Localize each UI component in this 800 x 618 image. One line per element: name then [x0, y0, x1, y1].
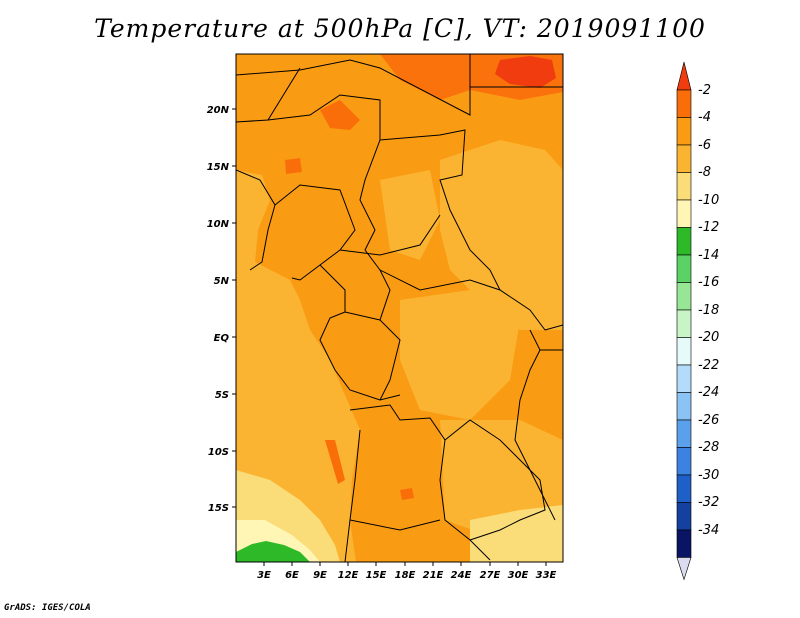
colorbar-box — [676, 502, 692, 531]
colorbar-top-triangle — [676, 61, 692, 91]
colorbar-box — [676, 144, 692, 173]
lon-label-27e: 27E — [480, 570, 501, 581]
colorbar-box — [676, 447, 692, 476]
map-title: Temperature at 500hPa [C], VT: 201909110… — [94, 14, 706, 43]
country-borders — [236, 54, 563, 562]
band-minus8-west — [236, 170, 360, 562]
colorbar-label: -6 — [698, 138, 711, 153]
colorbar-label: -28 — [698, 440, 719, 455]
colorbar-box — [676, 364, 692, 393]
colorbar-box — [676, 392, 692, 421]
colorbar-label: -26 — [698, 413, 719, 428]
latitude-axis: 20N 15N 10N 5N EQ 5S 10S 15S — [207, 105, 236, 514]
band-minus14-sw — [236, 541, 310, 562]
colorbar-label: -24 — [698, 385, 719, 400]
colorbar-box — [676, 117, 692, 146]
colorbar-box — [676, 309, 692, 338]
lon-label-24e: 24E — [451, 570, 472, 581]
lon-label-21e: 21E — [423, 570, 444, 581]
colorbar-box — [676, 337, 692, 366]
colorbar-labels: -2 -4 -6 -8 -10 -12 -14 -16 -18 -20 -22 … — [698, 83, 719, 538]
colorbar-label: -4 — [698, 110, 711, 125]
lat-label-5s: 5S — [215, 390, 229, 401]
colorbar-box — [676, 474, 692, 503]
colorbar-label: -8 — [698, 165, 711, 180]
grads-credit: GrADS: IGES/COLA — [4, 603, 91, 613]
lat-label-20n: 20N — [207, 105, 230, 116]
lon-label-15e: 15E — [366, 570, 387, 581]
colorbar-label: -32 — [698, 495, 719, 510]
lat-label-10s: 10S — [208, 447, 229, 458]
longitude-axis: 3E 6E 9E 12E 15E 18E 21E 24E 27E 30E 33E — [257, 562, 557, 581]
colorbar-box — [676, 199, 692, 228]
colorbar-box — [676, 227, 692, 256]
colorbar-box — [676, 89, 692, 118]
colorbar-label: -34 — [698, 523, 719, 538]
colorbar-label: -22 — [698, 358, 719, 373]
colorbar-box — [676, 282, 692, 311]
map-frame — [235, 53, 564, 563]
lon-label-30e: 30E — [508, 570, 529, 581]
colorbar-bottom-triangle — [676, 557, 692, 581]
colorbar-label: -12 — [698, 220, 719, 235]
band-minus2-ne — [495, 56, 556, 88]
lat-label-15n: 15N — [207, 162, 230, 173]
colorbar-label: -10 — [698, 193, 719, 208]
colorbar-box — [676, 529, 692, 558]
colorbar-label: -14 — [698, 248, 719, 263]
lon-label-12e: 12E — [338, 570, 359, 581]
lat-label-5n: 5N — [214, 276, 230, 287]
colorbar-box — [676, 254, 692, 283]
colorbar-label: -18 — [698, 303, 719, 318]
colorbar-label: -20 — [698, 330, 719, 345]
colorbar-label: -2 — [698, 83, 711, 98]
lat-label-10n: 10N — [207, 219, 230, 230]
colorbar-label: -30 — [698, 468, 719, 483]
colorbar-box — [676, 419, 692, 448]
lat-label-eq: EQ — [214, 333, 230, 344]
lon-label-9e: 9E — [313, 570, 327, 581]
lon-label-3e: 3E — [257, 570, 271, 581]
lon-label-33e: 33E — [536, 570, 557, 581]
colorbar-box — [676, 172, 692, 201]
colorbar — [676, 61, 692, 581]
temperature-field — [236, 54, 563, 562]
lon-label-18e: 18E — [395, 570, 416, 581]
colorbar-label: -16 — [698, 275, 719, 290]
lon-label-6e: 6E — [285, 570, 299, 581]
lat-label-15s: 15S — [208, 503, 229, 514]
